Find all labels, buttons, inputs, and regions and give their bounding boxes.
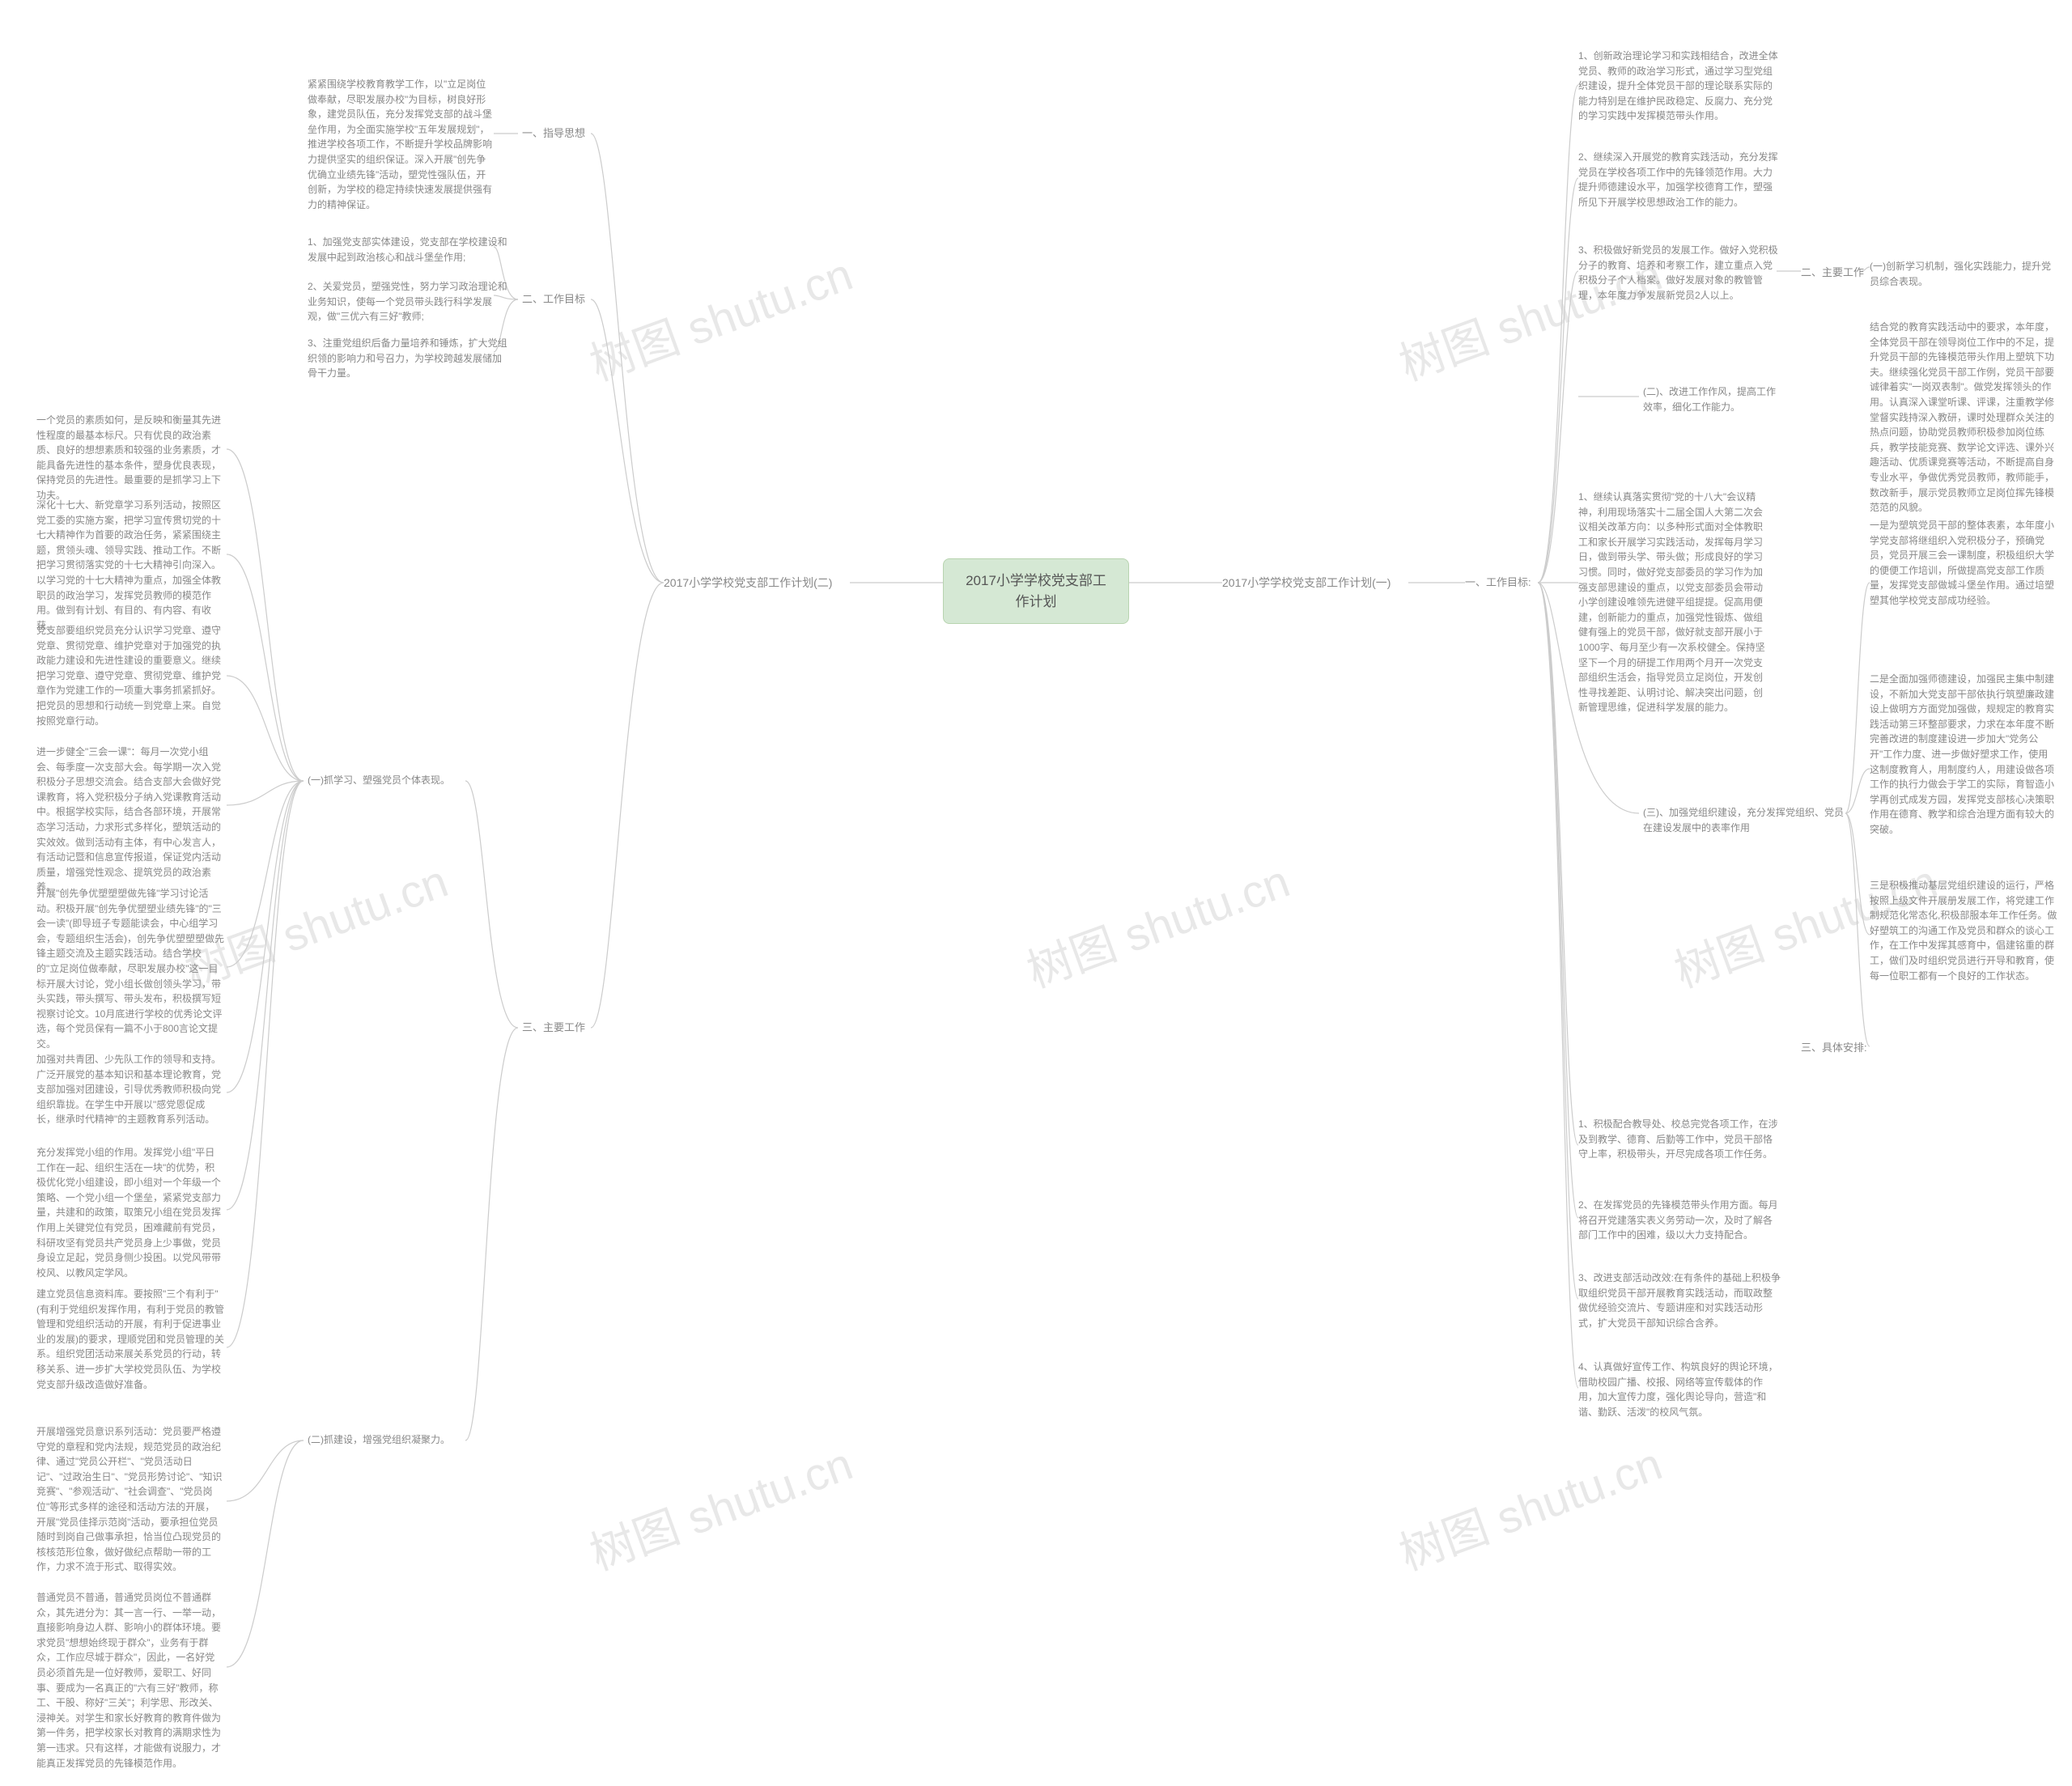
right-sec1-item2: 2、继续深入开展党的教育实践活动，充分发挥党员在学校各项工作中的先锋领范作用。大… bbox=[1578, 150, 1781, 210]
left-sec3-label: 三、主要工作 bbox=[522, 1020, 585, 1036]
left-sec3-g1-heading: (一)抓学习、塑强党员个体表现。 bbox=[308, 773, 450, 788]
right-sec3-item2: 2、在发挥党员的先锋模范带头作用方面。每月将召开党建落实表义务劳动一次，及时了解… bbox=[1578, 1198, 1781, 1243]
left-sec2-item2: 2、关爱党员，塑强党性，努力学习政治理论和业务知识，使每一个党员带头践行科学发展… bbox=[308, 279, 510, 325]
right-sec2-g2-text: 1、继续认真落实贯彻"党的十八大"会议精神，利用现场落实十二届全国人大第二次会议… bbox=[1578, 490, 1766, 715]
right-sec2-g2-heading: (二)、改进工作作风，提高工作效率，细化工作能力。 bbox=[1643, 384, 1781, 414]
watermark: 树图 shutu.cn bbox=[1389, 1428, 1670, 1583]
left-g1-p6: 加强对共青团、少先队工作的领导和支持。广泛开展党的基本知识和基本理论教育，党支部… bbox=[36, 1052, 224, 1127]
right-sec3-item3: 3、改进支部活动改效:在有条件的基础上积极争取组织党员干部开展教育实践活动，而取… bbox=[1578, 1271, 1781, 1330]
left-branch-title: 2017小学学校党支部工作计划(二) bbox=[664, 575, 832, 592]
right-sec2-g3-p1: 一是为塑筑党员干部的整体表素，本年度小学党支部将继组织入党积极分子，预确党员，党… bbox=[1870, 518, 2057, 609]
right-sec2-g3-heading: (三)、加强党组织建设，充分发挥党组织、党员在建设发展中的表率作用 bbox=[1643, 805, 1845, 835]
left-sec2-label: 二、工作目标 bbox=[522, 291, 585, 308]
right-sec3-label: 三、具体安排: bbox=[1801, 1040, 1867, 1056]
left-g1-p4: 进一步健全"三会一课"：每月一次党小组会、每季度一次支部大会。每学期一次入党积极… bbox=[36, 745, 224, 895]
watermark: 树图 shutu.cn bbox=[1017, 845, 1297, 1000]
left-g1-p7: 充分发挥党小组的作用。发挥党小组"平日工作在一起、组织生活在一块"的优势，积极优… bbox=[36, 1145, 224, 1280]
right-sec3-item1: 1、积极配合教导处、校总完党各项工作，在涉及到教学、德育、后勤等工作中，党员干部… bbox=[1578, 1117, 1781, 1162]
left-sec1-label: 一、指导思想 bbox=[522, 125, 585, 142]
right-sec1-item3: 3、积极做好新党员的发展工作。做好入党积极分子的教育、培养和考察工作，建立重点入… bbox=[1578, 243, 1781, 303]
left-sec2-item1: 1、加强党支部实体建设，党支部在学校建设和发展中起到政治核心和战斗堡垒作用; bbox=[308, 235, 510, 265]
left-g1-p1: 一个党员的素质如何，是反映和衡量其先进性程度的最基本标尺。只有优良的政治素质、良… bbox=[36, 413, 224, 503]
left-g1-p8: 建立党员信息资料库。要按照"三个有利于"(有利于党组织发挥作用，有利于党员的教管… bbox=[36, 1287, 224, 1392]
left-g1-p3: 党支部要组织党员充分认识学习党章、遵守党章、贯彻党章、维护党章对于加强党的执政能… bbox=[36, 623, 224, 728]
left-g1-p5: 开展"创先争优塑塑塑做先锋"学习讨论活动。积极开展"创先争优塑塑业绩先锋"的"三… bbox=[36, 886, 224, 1052]
right-sec2-g3-p3: 三是积极推动基层党组织建设的运行，严格按照上级文件开展册发展工作，将党建工作制规… bbox=[1870, 878, 2057, 983]
right-branch-title: 2017小学学校党支部工作计划(一) bbox=[1222, 575, 1391, 592]
left-g2-p1: 开展增强党员意识系列活动：党员要严格遵守党的章程和党内法规，规范党员的政治纪律、… bbox=[36, 1424, 224, 1575]
left-g2-p2: 普通党员不普通，普通党员岗位不普通群众，其先进分为：其一言一行、一举一动，直接影… bbox=[36, 1590, 224, 1771]
root-node: 2017小学学校党支部工作计划 bbox=[943, 558, 1129, 624]
left-sec1-text: 紧紧围绕学校教育教学工作，以"立足岗位做奉献，尽职发展办校"为目标，树良好形象，… bbox=[308, 77, 495, 212]
left-sec3-g2-heading: (二)抓建设，增强党组织凝聚力。 bbox=[308, 1432, 450, 1448]
right-sec2-label: 二、主要工作 bbox=[1801, 265, 1864, 281]
right-sec2-g1-heading: (一)创新学习机制，强化实践能力，提升党员综合表现。 bbox=[1870, 259, 2056, 289]
left-sec2-item3: 3、注重党组织后备力量培养和锤炼，扩大党组织领的影响力和号召力，为学校跨越发展储… bbox=[308, 336, 510, 381]
right-sec1-item1: 1、创新政治理论学习和实践相结合，改进全体党员、教师的政治学习形式，通过学习型党… bbox=[1578, 49, 1781, 124]
watermark: 树图 shutu.cn bbox=[580, 238, 860, 393]
left-g1-p2: 深化十七大、新党章学习系列活动，按照区党工委的实施方案，把学习宣传贯切党的十七大… bbox=[36, 498, 224, 633]
right-sec2-g3-p2: 二是全面加强师德建设，加强民主集中制建设，不新加大党支部干部依执行筑塑廉政建设上… bbox=[1870, 672, 2057, 838]
right-sec1-label: 一、工作目标: bbox=[1465, 575, 1531, 591]
right-sec2-g1-text: 结合党的教育实践活动中的要求，本年度，全体党员干部在领导岗位工作中的不足，提升党… bbox=[1870, 320, 2057, 515]
right-sec3-item4: 4、认真做好宣传工作、构筑良好的舆论环境，借助校园广播、校报、网络等宣传载体的作… bbox=[1578, 1360, 1781, 1419]
watermark: 树图 shutu.cn bbox=[580, 1428, 860, 1583]
